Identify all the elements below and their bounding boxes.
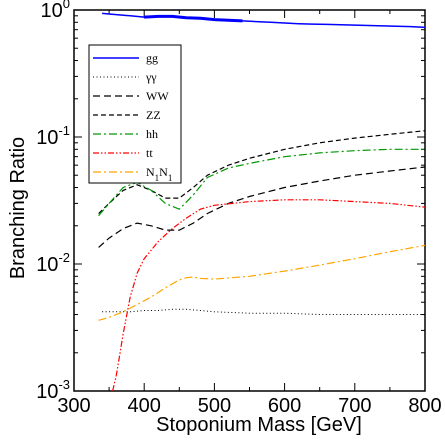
legend-label: tt [146,146,153,160]
x-tick-label: 400 [128,395,161,417]
x-tick-label: 600 [268,395,301,417]
legend-label: N1N1 [146,165,172,183]
x-tick-label: 500 [198,395,231,417]
series-line-gg-highlight [144,14,243,23]
x-tick-label: 700 [338,395,371,417]
legend-label: gg [146,51,158,65]
series-line-ww [98,166,425,248]
series-line-hh [98,148,425,217]
series-layer [98,12,425,391]
series-line-n1n1 [98,244,425,321]
series-line-tt [112,199,425,391]
legend-label: hh [146,127,158,141]
y-axis-label: Branching Ratio [7,137,29,279]
y-tick-label: 100 [41,0,70,22]
x-tick-label: 800 [408,395,441,417]
legend-label: ZZ [146,108,161,122]
legend-label: γγ [145,70,157,84]
legend: gg γγ WW ZZ hh tt N1N1 [88,44,182,184]
series-line-γγ [102,308,425,315]
y-tick-label: 10-3 [36,377,70,403]
y-tick-label: 10-1 [36,123,70,149]
legend-box [88,44,182,184]
x-tick-label: 300 [57,395,90,417]
plot-axes: 300 400 500 600 700 800 10-3 10-2 10-1 100 [36,0,442,417]
x-axis-label: Stoponium Mass [GeV] [156,414,362,436]
y-tick-label: 10-2 [36,250,70,276]
legend-label: WW [146,89,169,103]
series-line-zz [98,130,425,214]
